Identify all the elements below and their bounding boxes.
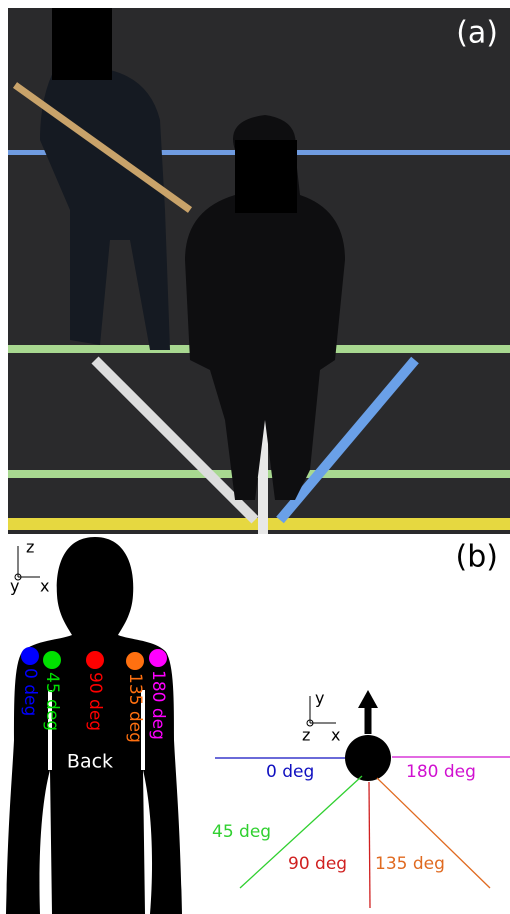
- person-back: [40, 60, 170, 350]
- body-axes: [14, 546, 40, 581]
- direction-label: 135 deg: [375, 854, 445, 874]
- marker-label: 90 deg: [85, 672, 105, 731]
- direction-label: 180 deg: [406, 762, 476, 782]
- top-axes: [306, 696, 336, 727]
- marker: [149, 649, 167, 667]
- marker-label: 180 deg: [148, 670, 168, 740]
- subject-top: [345, 735, 391, 781]
- axis-origin: [306, 719, 314, 727]
- direction-label: 0 deg: [266, 762, 314, 782]
- marker-label: 0 deg: [20, 668, 40, 716]
- marker-label: 135 deg: [125, 673, 145, 743]
- direction-label: 90 deg: [288, 854, 347, 874]
- axis-label: z: [302, 726, 310, 745]
- back-label: Back: [67, 751, 113, 773]
- person-front: [185, 115, 345, 500]
- axis-origin: [14, 573, 22, 581]
- marker-label: 45 deg: [42, 672, 62, 731]
- marker: [86, 651, 104, 669]
- tape-white: [258, 350, 268, 534]
- axis-label: z: [26, 538, 34, 557]
- marker: [126, 652, 144, 670]
- axis-label: x: [331, 726, 340, 745]
- arrow-blue: [276, 356, 419, 524]
- wand: [12, 82, 193, 213]
- photo: [8, 8, 510, 534]
- direction-line: [376, 777, 491, 889]
- marker: [21, 647, 39, 665]
- panel-label: (b): [456, 540, 498, 575]
- direction-label: 45 deg: [212, 822, 271, 842]
- body-silhouette: [6, 537, 182, 914]
- axis-label: y: [10, 577, 19, 596]
- axis-label: x: [40, 577, 49, 596]
- axis-label: y: [315, 689, 324, 708]
- direction-line: [368, 781, 371, 909]
- face-mask: [235, 140, 297, 213]
- arrow-white: [91, 356, 259, 524]
- heading-arrow-head: [358, 690, 378, 708]
- panel-label: (a): [456, 16, 498, 51]
- direction-line: [239, 775, 363, 889]
- marker: [43, 651, 61, 669]
- face-mask: [52, 8, 112, 80]
